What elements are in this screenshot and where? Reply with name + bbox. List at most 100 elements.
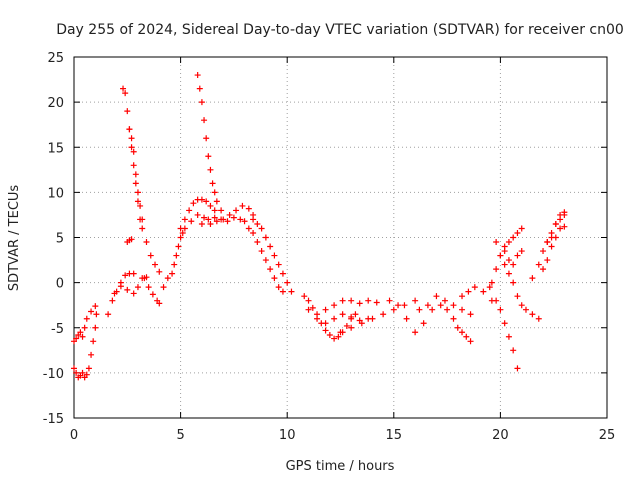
data-point (561, 211, 568, 218)
data-point (177, 234, 184, 241)
data-point (510, 347, 517, 354)
data-point (173, 252, 180, 259)
data-point (465, 288, 472, 295)
data-point (207, 202, 214, 209)
data-series (198, 214, 248, 227)
data-point (275, 284, 282, 291)
data-point (143, 239, 150, 246)
data-point (544, 257, 551, 264)
data-point (358, 320, 365, 327)
data-point (535, 261, 542, 268)
data-point (194, 211, 201, 218)
data-point (205, 153, 212, 160)
data-point (179, 229, 186, 236)
data-point (152, 261, 159, 268)
data-point (122, 90, 129, 97)
data-point (322, 327, 329, 334)
x-axis-label: GPS time / hours (286, 459, 395, 474)
data-point (510, 261, 517, 268)
data-point (540, 248, 547, 255)
data-point (83, 371, 90, 378)
y-tick-label: 10 (47, 186, 64, 201)
data-point (339, 297, 346, 304)
data-point (211, 207, 218, 214)
data-point (73, 369, 80, 376)
plot-frame (73, 56, 608, 419)
data-point (493, 297, 500, 304)
data-point (412, 329, 419, 336)
data-point (267, 266, 274, 273)
data-point (450, 315, 457, 322)
data-point (348, 313, 355, 320)
data-point (343, 322, 350, 329)
data-point (92, 303, 99, 310)
data-point (90, 338, 97, 345)
data-point (77, 329, 84, 336)
data-point (198, 99, 205, 106)
data-point (433, 293, 440, 300)
data-point (467, 338, 474, 345)
data-point (203, 198, 210, 205)
data-point (211, 189, 218, 196)
data-point (305, 297, 312, 304)
data-point (493, 239, 500, 246)
data-point (322, 306, 329, 313)
data-point (337, 329, 344, 336)
data-point (196, 85, 203, 92)
data-point (552, 220, 559, 227)
data-point (548, 234, 555, 241)
data-point (201, 214, 208, 221)
data-series (120, 85, 163, 275)
data-point (218, 216, 225, 223)
x-tick-label: 15 (386, 428, 403, 443)
x-tick-label: 10 (279, 428, 296, 443)
data-point (540, 266, 547, 273)
data-point (514, 252, 521, 259)
data-point (186, 207, 193, 214)
data-point (128, 236, 135, 243)
data-point (207, 220, 214, 227)
data-series (301, 293, 359, 342)
data-point (122, 272, 129, 279)
data-point (262, 257, 269, 264)
data-point (130, 162, 137, 169)
data-point (149, 291, 156, 298)
data-point (237, 216, 244, 223)
data-series (124, 236, 135, 246)
axes: 0 5 10 15 20 25 -15 -10 -5 0 5 10 15 20 25 (43, 51, 616, 443)
data-point (535, 315, 542, 322)
data-point (505, 270, 512, 277)
data-point (175, 243, 182, 250)
data-series (141, 275, 163, 307)
data-point (395, 302, 402, 309)
data-point (241, 218, 248, 225)
data-point (279, 288, 286, 295)
data-point (471, 284, 478, 291)
data-series (81, 311, 100, 381)
data-point (181, 216, 188, 223)
data-series (177, 196, 218, 232)
data-point (239, 202, 246, 209)
data-series (540, 223, 568, 273)
data-point (271, 252, 278, 259)
data-point (181, 225, 188, 232)
data-point (130, 290, 137, 297)
data-point (79, 333, 86, 340)
data-point (171, 261, 178, 268)
data-point (548, 243, 555, 250)
y-tick-label: -10 (43, 367, 64, 382)
data-point (444, 306, 451, 313)
data-point (501, 248, 508, 255)
data-series (169, 229, 186, 277)
data-point (254, 239, 261, 246)
data-point (164, 275, 171, 282)
data-point (309, 304, 316, 311)
data-point (147, 252, 154, 259)
data-point (130, 148, 137, 155)
data-point (510, 279, 517, 286)
data-point (529, 311, 536, 318)
data-point (510, 234, 517, 241)
data-point (213, 218, 220, 225)
data-point (156, 300, 163, 307)
data-point (305, 306, 312, 313)
